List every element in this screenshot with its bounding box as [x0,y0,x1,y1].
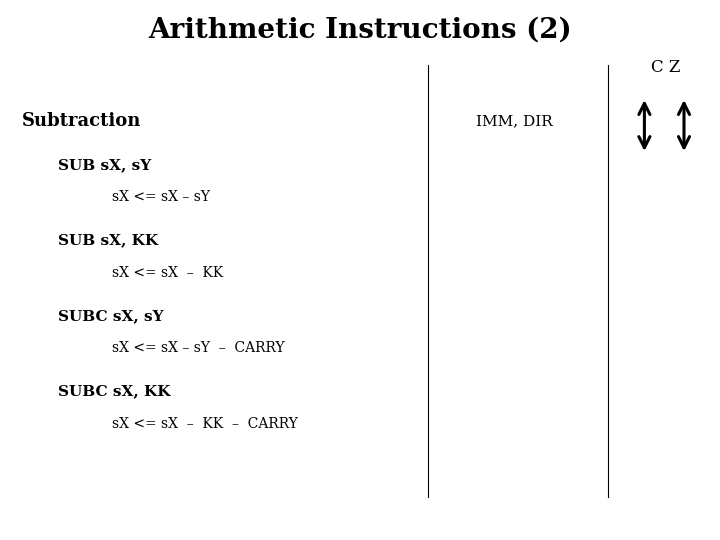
Text: sX <= sX  –  KK: sX <= sX – KK [112,266,223,280]
Text: SUB sX, KK: SUB sX, KK [58,233,158,247]
Text: sX <= sX – sY: sX <= sX – sY [112,190,210,204]
Text: Arithmetic Instructions (2): Arithmetic Instructions (2) [148,16,572,43]
Text: sX <= sX – sY  –  CARRY: sX <= sX – sY – CARRY [112,341,284,355]
Text: C Z: C Z [652,59,680,76]
Text: IMM, DIR: IMM, DIR [477,114,553,129]
Text: sX <= sX  –  KK  –  CARRY: sX <= sX – KK – CARRY [112,417,297,431]
Text: SUB sX, sY: SUB sX, sY [58,158,151,172]
Text: SUBC sX, KK: SUBC sX, KK [58,384,170,399]
Text: Subtraction: Subtraction [22,112,141,131]
Text: SUBC sX, sY: SUBC sX, sY [58,309,163,323]
